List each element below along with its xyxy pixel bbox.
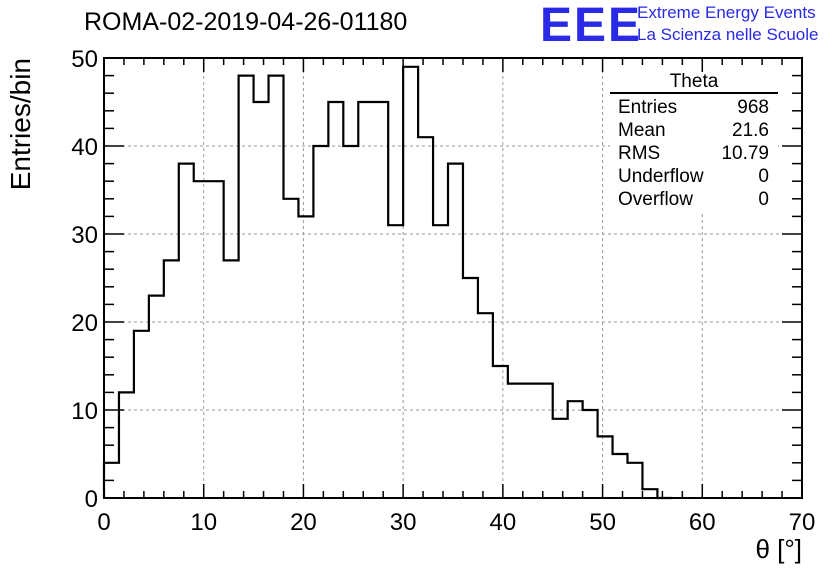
- histogram-bin: [298, 216, 313, 498]
- y-tick-label: 10: [71, 398, 98, 425]
- histogram-bin: [418, 137, 433, 498]
- histogram-bin: [254, 102, 269, 498]
- x-tick-label: 20: [290, 509, 317, 536]
- histogram-bin: [642, 489, 657, 498]
- histogram-bin: [508, 384, 523, 498]
- histogram-bin: [209, 181, 224, 498]
- x-tick-label: 70: [789, 509, 816, 536]
- histogram-bin: [553, 419, 568, 498]
- stats-row-underflow: Underflow 0: [610, 165, 778, 188]
- histogram-bin: [598, 436, 613, 498]
- histogram-bin: [328, 102, 343, 498]
- histogram-bin: [283, 199, 298, 498]
- histogram-bin: [463, 278, 478, 498]
- x-axis-label: θ [°]: [755, 534, 802, 564]
- x-tick-label: 10: [190, 509, 217, 536]
- x-tick-label: 0: [97, 509, 110, 536]
- chart-title: ROMA-02-2019-04-26-01180: [84, 8, 408, 36]
- y-tick-label: 20: [71, 310, 98, 337]
- histogram-bin: [433, 225, 448, 498]
- stats-label: Mean: [618, 120, 666, 141]
- histogram-bin: [239, 76, 254, 498]
- stats-row-mean: Mean 21.6: [610, 119, 778, 142]
- histogram-bin: [119, 392, 134, 498]
- stats-label: Overflow: [618, 189, 693, 210]
- histogram-bin: [523, 384, 538, 498]
- y-tick-label: 0: [85, 486, 98, 513]
- histogram-bin: [448, 164, 463, 498]
- stats-value: 0: [758, 166, 769, 187]
- x-tick-label: 60: [689, 509, 716, 536]
- stats-label: RMS: [618, 143, 661, 164]
- histogram-bin: [358, 102, 373, 498]
- y-tick-label: 30: [71, 222, 98, 249]
- brand-line-2: La Scienza nelle Scuole: [637, 25, 819, 44]
- brand-line-1: Extreme Energy Events: [637, 3, 816, 22]
- stats-value: 21.6: [732, 120, 769, 141]
- stats-row-entries: Entries 968: [610, 96, 778, 119]
- histogram-bin: [373, 102, 388, 498]
- eee-logo: EEE: [540, 0, 643, 52]
- x-tick-label: 40: [490, 509, 517, 536]
- y-axis-label: Entries/bin: [5, 58, 36, 190]
- x-tick-label: 30: [390, 509, 417, 536]
- histogram-bin: [583, 410, 598, 498]
- histogram-bin: [224, 260, 239, 498]
- stats-row-rms: RMS 10.79: [610, 142, 778, 165]
- stats-box: Theta Entries 968 Mean 21.6 RMS 10.79 Un…: [610, 72, 778, 211]
- stats-title: Theta: [610, 72, 778, 94]
- stats-label: Entries: [618, 97, 678, 118]
- plot-frame: [103, 57, 803, 499]
- histogram-bin: [613, 454, 628, 498]
- histogram-bin: [403, 67, 418, 498]
- histogram-bin: [179, 164, 194, 498]
- histogram-bin: [388, 225, 403, 498]
- y-tick-label: 40: [71, 134, 98, 161]
- stats-row-overflow: Overflow 0: [610, 188, 778, 211]
- stats-value: 0: [758, 189, 769, 210]
- histogram-bin: [538, 384, 553, 498]
- histogram-outline: [102, 65, 673, 500]
- x-tick-label: 50: [589, 509, 616, 536]
- histogram-bin: [628, 463, 643, 498]
- histogram-bin: [493, 366, 508, 498]
- histogram-bin: [164, 260, 179, 498]
- stats-value: 968: [737, 97, 769, 118]
- histogram-bin: [134, 331, 149, 498]
- y-tick-label: 50: [71, 46, 98, 73]
- stats-value: 10.79: [721, 143, 769, 164]
- histogram-bin: [568, 401, 583, 498]
- histogram-bin: [149, 296, 164, 498]
- stats-label: Underflow: [618, 166, 704, 187]
- histogram-bin: [478, 313, 493, 498]
- histogram-bin: [194, 181, 209, 498]
- histogram-bin: [269, 76, 284, 498]
